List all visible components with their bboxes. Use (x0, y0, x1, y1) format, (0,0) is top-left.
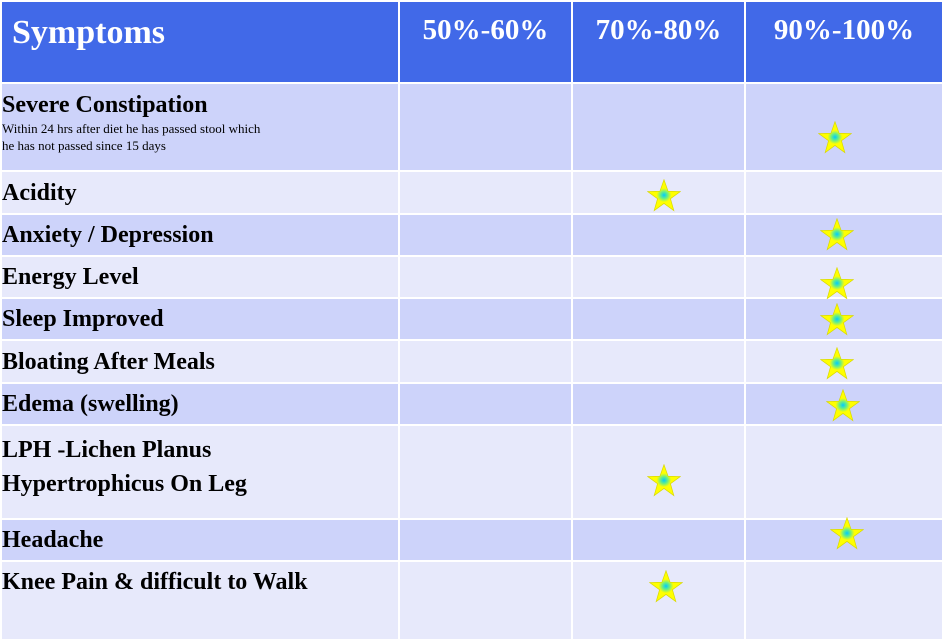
rating-cell-70-80 (571, 170, 746, 215)
symptom-cell: LPH -Lichen Planus Hypertrophicus On Leg (0, 424, 400, 520)
symptom-label-line1: LPH -Lichen Planus (2, 437, 212, 463)
rating-cell-90-100 (744, 339, 942, 384)
table-row: Severe Constipation Within 24 hrs after … (0, 82, 942, 172)
rating-cell-50-60 (398, 82, 573, 172)
rating-cell-70-80 (571, 560, 746, 641)
symptom-cell: Energy Level (0, 255, 400, 299)
header-50-60: 50%-60% (398, 0, 573, 84)
rating-cell-50-60 (398, 424, 573, 520)
rating-cell-90-100 (744, 560, 942, 641)
table-row: Knee Pain & difficult to Walk (0, 560, 942, 641)
symptom-label: Edema (swelling) (2, 391, 179, 417)
table-row: Headache (0, 517, 942, 562)
star-icon (826, 389, 860, 423)
rating-cell-70-80 (571, 424, 746, 520)
table-row: Anxiety / Depression (0, 213, 942, 257)
star-icon (820, 347, 854, 381)
star-icon (820, 267, 854, 301)
rating-cell-50-60 (398, 170, 573, 215)
rating-cell-90-100 (744, 382, 942, 426)
rating-cell-90-100 (744, 424, 942, 520)
symptom-cell: Anxiety / Depression (0, 213, 400, 257)
star-icon (830, 517, 864, 551)
rating-cell-50-60 (398, 255, 573, 299)
symptom-cell: Headache (0, 518, 400, 562)
header-90-100: 90%-100% (744, 0, 942, 84)
symptom-cell: Edema (swelling) (0, 382, 400, 426)
rating-cell-90-100 (744, 297, 942, 341)
table-row: Edema (swelling) (0, 382, 942, 426)
symptom-label: Headache (2, 527, 104, 553)
symptom-label: Sleep Improved (2, 306, 164, 332)
table-row: LPH -Lichen Planus Hypertrophicus On Leg (0, 424, 942, 520)
star-icon (820, 218, 854, 252)
symptom-cell: Bloating After Meals (0, 339, 400, 384)
rating-cell-70-80 (571, 518, 746, 562)
rating-cell-50-60 (398, 339, 573, 384)
header-symptoms: Symptoms (0, 0, 400, 84)
rating-cell-90-100 (744, 517, 942, 562)
symptom-cell: Acidity (0, 170, 400, 215)
rating-cell-70-80 (571, 297, 746, 341)
star-icon (818, 121, 852, 155)
symptom-label: Bloating After Meals (2, 348, 215, 375)
rating-cell-50-60 (398, 213, 573, 257)
rating-cell-50-60 (398, 518, 573, 562)
star-icon (820, 303, 854, 337)
symptom-label-line2: Hypertrophicus On Leg (2, 471, 247, 497)
symptom-label: Knee Pain & difficult to Walk (2, 569, 308, 595)
rating-cell-90-100 (744, 255, 942, 301)
header-70-80: 70%-80% (571, 0, 746, 84)
star-icon (647, 179, 681, 213)
rating-cell-70-80 (571, 255, 746, 299)
symptom-label: Anxiety / Depression (2, 222, 214, 248)
symptom-cell: Knee Pain & difficult to Walk (0, 560, 400, 641)
symptom-label: Severe Constipation (2, 92, 208, 118)
rating-cell-50-60 (398, 560, 573, 641)
header-row: Symptoms 50%-60% 70%-80% 90%-100% (0, 0, 942, 84)
rating-cell-90-100 (744, 170, 942, 215)
symptom-cell: Severe Constipation Within 24 hrs after … (0, 82, 400, 172)
rating-cell-70-80 (571, 82, 746, 172)
symptom-label: Energy Level (2, 264, 139, 290)
rating-cell-50-60 (398, 297, 573, 341)
star-icon (647, 464, 681, 498)
rating-cell-70-80 (571, 339, 746, 384)
symptom-cell: Sleep Improved (0, 297, 400, 341)
symptom-label: Acidity (2, 179, 77, 206)
star-icon (649, 570, 683, 604)
rating-cell-50-60 (398, 382, 573, 426)
table-row: Sleep Improved (0, 297, 942, 341)
table-row: Acidity (0, 170, 942, 215)
rating-cell-70-80 (571, 382, 746, 426)
rating-cell-90-100 (744, 213, 942, 257)
table-row: Bloating After Meals (0, 339, 942, 384)
rating-cell-90-100 (744, 82, 942, 172)
symptom-note: Within 24 hrs after diet he has passed s… (2, 121, 261, 153)
table-row: Energy Level (0, 255, 942, 301)
rating-cell-70-80 (571, 213, 746, 257)
